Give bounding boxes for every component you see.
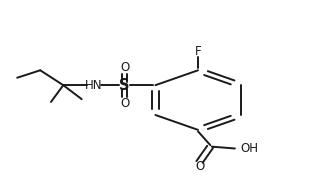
Text: S: S	[119, 78, 130, 93]
Text: O: O	[195, 160, 204, 173]
Text: O: O	[120, 61, 129, 74]
Text: O: O	[120, 97, 129, 110]
Text: OH: OH	[240, 142, 258, 155]
Text: F: F	[195, 45, 201, 58]
Text: HN: HN	[85, 79, 103, 92]
